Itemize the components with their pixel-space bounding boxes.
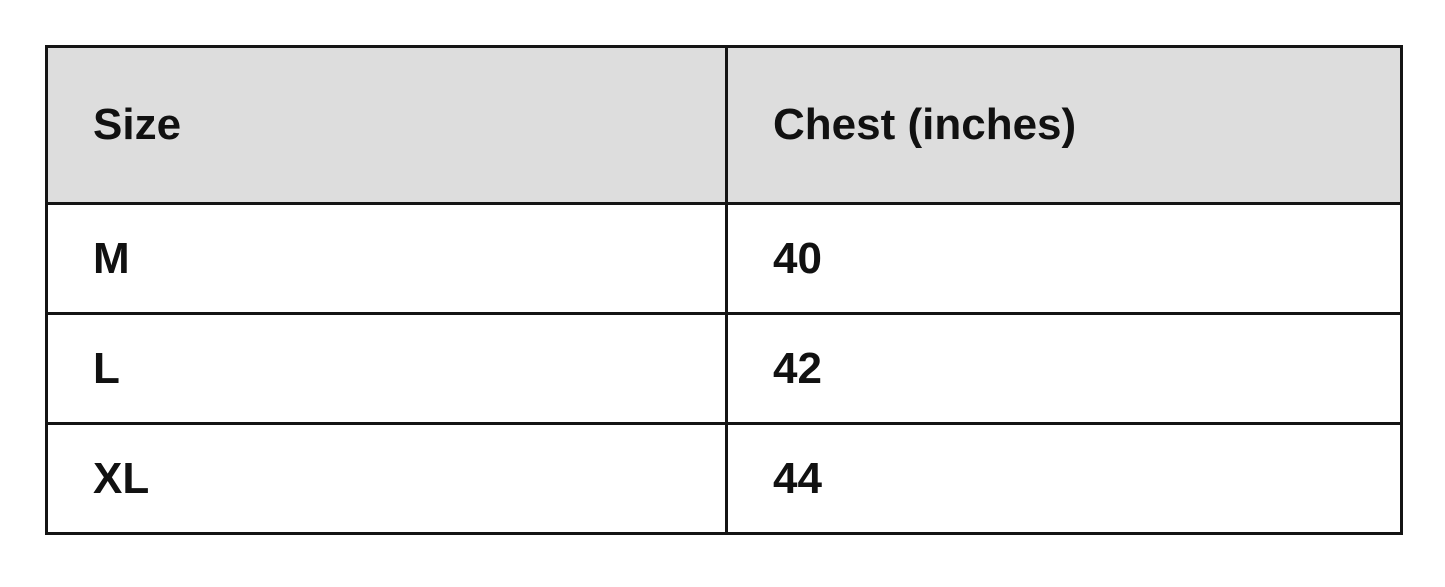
- table-header-row: Size Chest (inches): [45, 45, 1403, 205]
- table-row: XL 44: [45, 422, 1403, 535]
- cell-size: M: [45, 202, 728, 315]
- size-chart-table: Size Chest (inches) M 40 L 42 XL 44: [45, 45, 1403, 535]
- cell-size: L: [45, 312, 728, 425]
- cell-chest: 44: [725, 422, 1403, 535]
- table-row: L 42: [45, 312, 1403, 425]
- header-chest: Chest (inches): [725, 45, 1403, 205]
- table-row: M 40: [45, 202, 1403, 315]
- cell-chest: 40: [725, 202, 1403, 315]
- cell-chest: 42: [725, 312, 1403, 425]
- cell-size: XL: [45, 422, 728, 535]
- header-size: Size: [45, 45, 728, 205]
